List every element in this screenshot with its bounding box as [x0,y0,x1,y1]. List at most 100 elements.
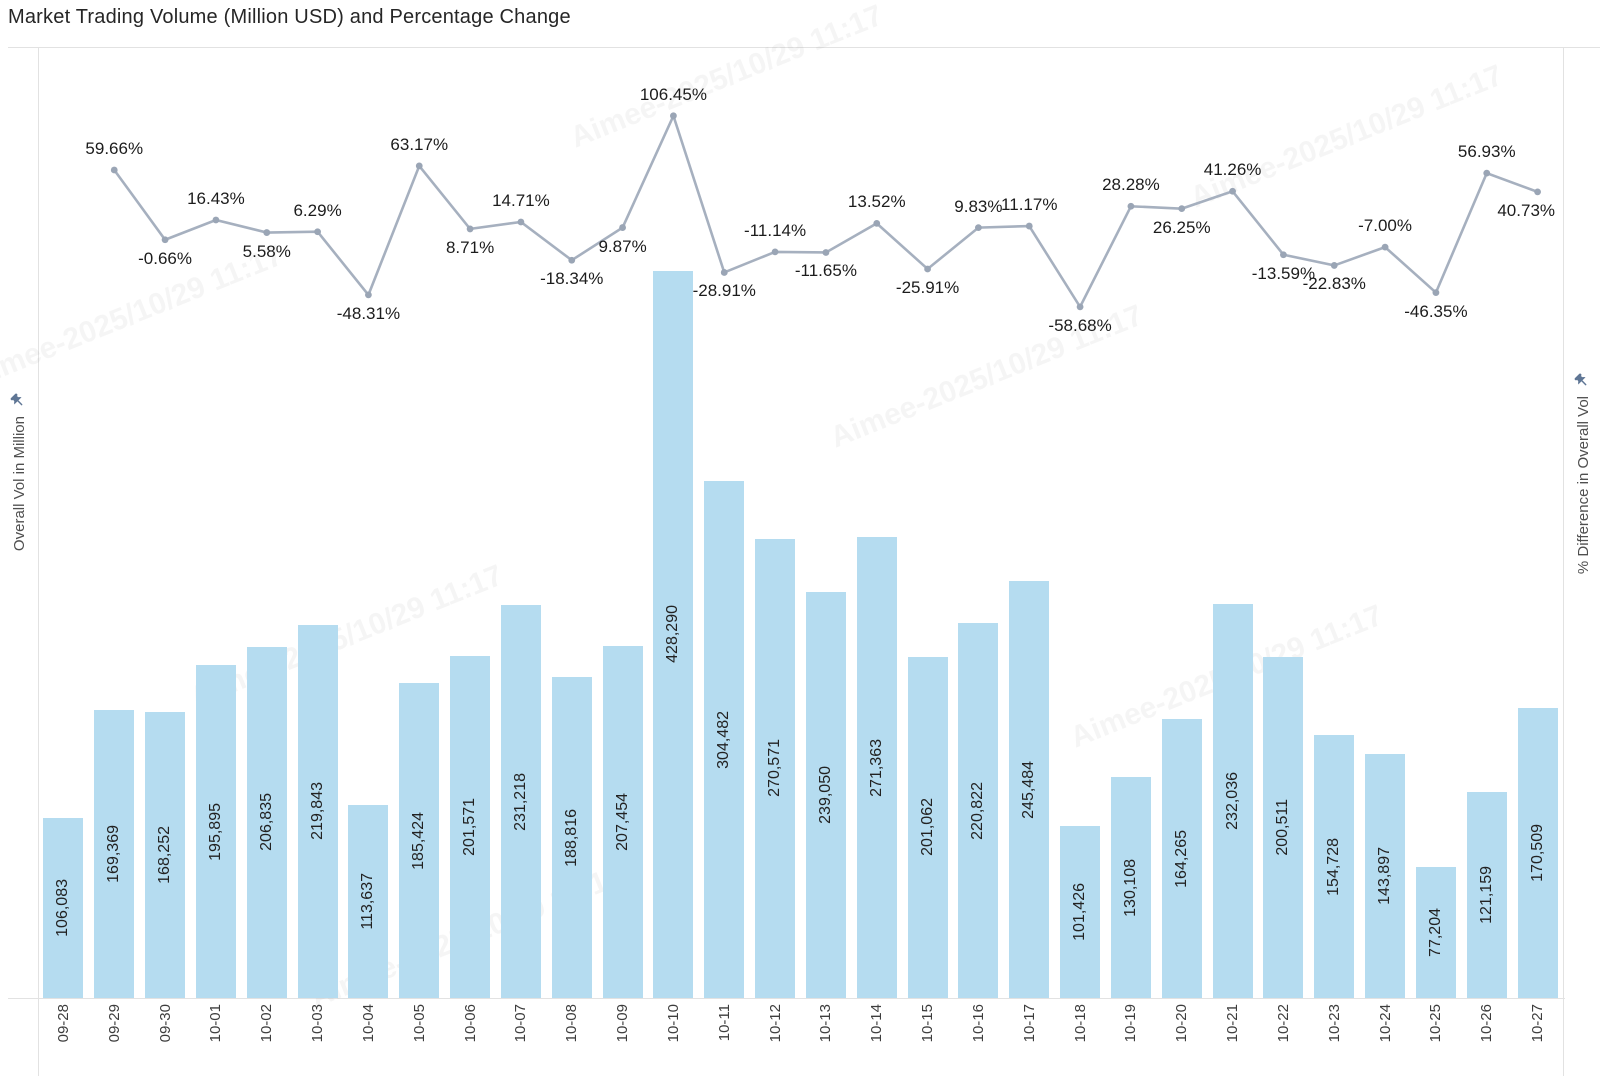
x-axis-tick-label: 10-26 [1478,1004,1496,1043]
line-marker[interactable] [161,236,169,244]
volume-bar[interactable] [1466,792,1507,998]
volume-bar[interactable] [1263,657,1304,998]
line-marker[interactable] [1330,262,1338,269]
volume-bar[interactable] [500,605,541,998]
volume-bar[interactable] [551,677,592,998]
x-axis-tick-label: 10-07 [512,1004,530,1043]
line-marker[interactable] [568,256,576,264]
volume-bar[interactable] [755,538,796,998]
pct-change-label: 11.17% [1001,195,1058,215]
plot-right-border [1563,47,1564,1076]
line-marker[interactable] [924,265,931,273]
line-marker[interactable] [670,112,677,120]
volume-bar[interactable] [704,480,745,998]
line-marker[interactable] [619,224,626,231]
volume-bar[interactable] [195,665,236,998]
pct-change-label: -22.83% [1302,274,1366,294]
pct-change-label: 6.29% [293,200,342,220]
pct-change-label: 56.93% [1457,142,1516,162]
line-marker[interactable] [822,249,830,256]
line-marker[interactable] [720,269,728,276]
volume-bar[interactable] [1212,603,1253,998]
line-marker[interactable] [1178,205,1186,213]
pct-change-label: -48.31% [336,303,401,323]
pushpin-icon[interactable] [10,392,28,410]
volume-bar[interactable] [1110,777,1151,998]
x-axis-tick-label: 10-20 [1173,1004,1191,1043]
right-axis-title: % Difference in Overall Vol [1568,372,1598,574]
x-axis-tick-label: 10-04 [359,1004,377,1043]
volume-bar[interactable] [145,712,186,998]
volume-bar[interactable] [1060,825,1101,998]
line-marker[interactable] [466,225,474,233]
line-marker[interactable] [1381,243,1389,251]
line-marker[interactable] [1483,169,1491,177]
x-axis-tick-label: 10-09 [614,1004,632,1043]
line-marker[interactable] [365,291,372,299]
x-axis-tick-label: 10-14 [868,1004,886,1043]
x-axis-tick-label: 10-18 [1071,1004,1089,1043]
line-marker[interactable] [517,218,525,226]
volume-bar[interactable] [602,645,643,998]
line-marker[interactable] [1432,289,1440,297]
line-marker[interactable] [110,166,118,174]
x-axis-tick-label: 10-10 [664,1004,682,1043]
volume-bar[interactable] [348,805,389,998]
x-axis-line [8,998,1565,999]
volume-bar[interactable] [805,592,846,998]
pct-change-label: 14.71% [492,190,550,210]
x-axis-tick-label: 10-02 [258,1004,276,1043]
x-axis-tick-label: 10-12 [766,1004,784,1043]
x-axis-tick-label: 10-23 [1325,1004,1343,1043]
left-axis-label: Overall Vol in Million [10,416,28,552]
volume-bar[interactable] [1314,735,1355,998]
line-marker[interactable] [1229,187,1236,195]
volume-bar[interactable] [1365,753,1406,998]
volume-bar[interactable] [297,624,338,998]
volume-bar[interactable] [1415,866,1456,998]
volume-bar[interactable] [653,270,694,998]
line-marker[interactable] [771,248,779,256]
volume-bar[interactable] [399,683,440,998]
volume-bar[interactable] [856,537,897,998]
line-marker[interactable] [1076,303,1084,311]
line-marker[interactable] [1280,251,1287,259]
x-axis-tick-label: 09-30 [156,1004,174,1043]
line-marker[interactable] [1025,222,1033,230]
line-marker[interactable] [212,216,220,224]
x-axis-tick-label: 10-25 [1427,1004,1445,1043]
x-axis-tick-label: 10-21 [1224,1004,1242,1043]
pct-change-label: 63.17% [390,134,449,154]
pct-change-label: -28.91% [692,281,756,301]
chart-title: Market Trading Volume (Million USD) and … [8,6,571,28]
right-axis-label: % Difference in Overall Vol [1574,396,1592,575]
line-marker[interactable] [263,229,271,236]
volume-bar[interactable] [907,656,948,998]
volume-bar[interactable] [450,655,491,998]
pct-change-label: 41.26% [1203,160,1262,180]
pct-change-label: -7.00% [1358,216,1413,236]
volume-bar[interactable] [1517,708,1558,998]
volume-bar[interactable] [246,646,287,998]
line-marker[interactable] [1127,202,1135,210]
line-marker[interactable] [314,228,321,236]
line-marker[interactable] [873,219,881,227]
line-marker[interactable] [1534,188,1541,196]
volume-bar[interactable] [43,817,84,998]
line-marker[interactable] [975,224,982,232]
volume-bar[interactable] [94,710,135,998]
line-marker[interactable] [415,162,423,170]
pct-change-label: -46.35% [1404,301,1468,321]
pct-change-label: 106.45% [639,84,707,104]
x-axis-tick-label: 10-05 [410,1004,428,1043]
volume-bar[interactable] [958,622,999,998]
pct-change-label: -11.14% [744,220,807,240]
pct-change-label: 26.25% [1152,217,1211,237]
x-axis-tick-label: 10-19 [1122,1004,1140,1043]
volume-bar[interactable] [1009,581,1050,998]
pct-change-label: 9.87% [598,236,647,256]
volume-bar[interactable] [1161,719,1202,998]
pushpin-icon[interactable] [1574,372,1592,390]
x-axis-tick-label: 10-11 [715,1004,733,1042]
